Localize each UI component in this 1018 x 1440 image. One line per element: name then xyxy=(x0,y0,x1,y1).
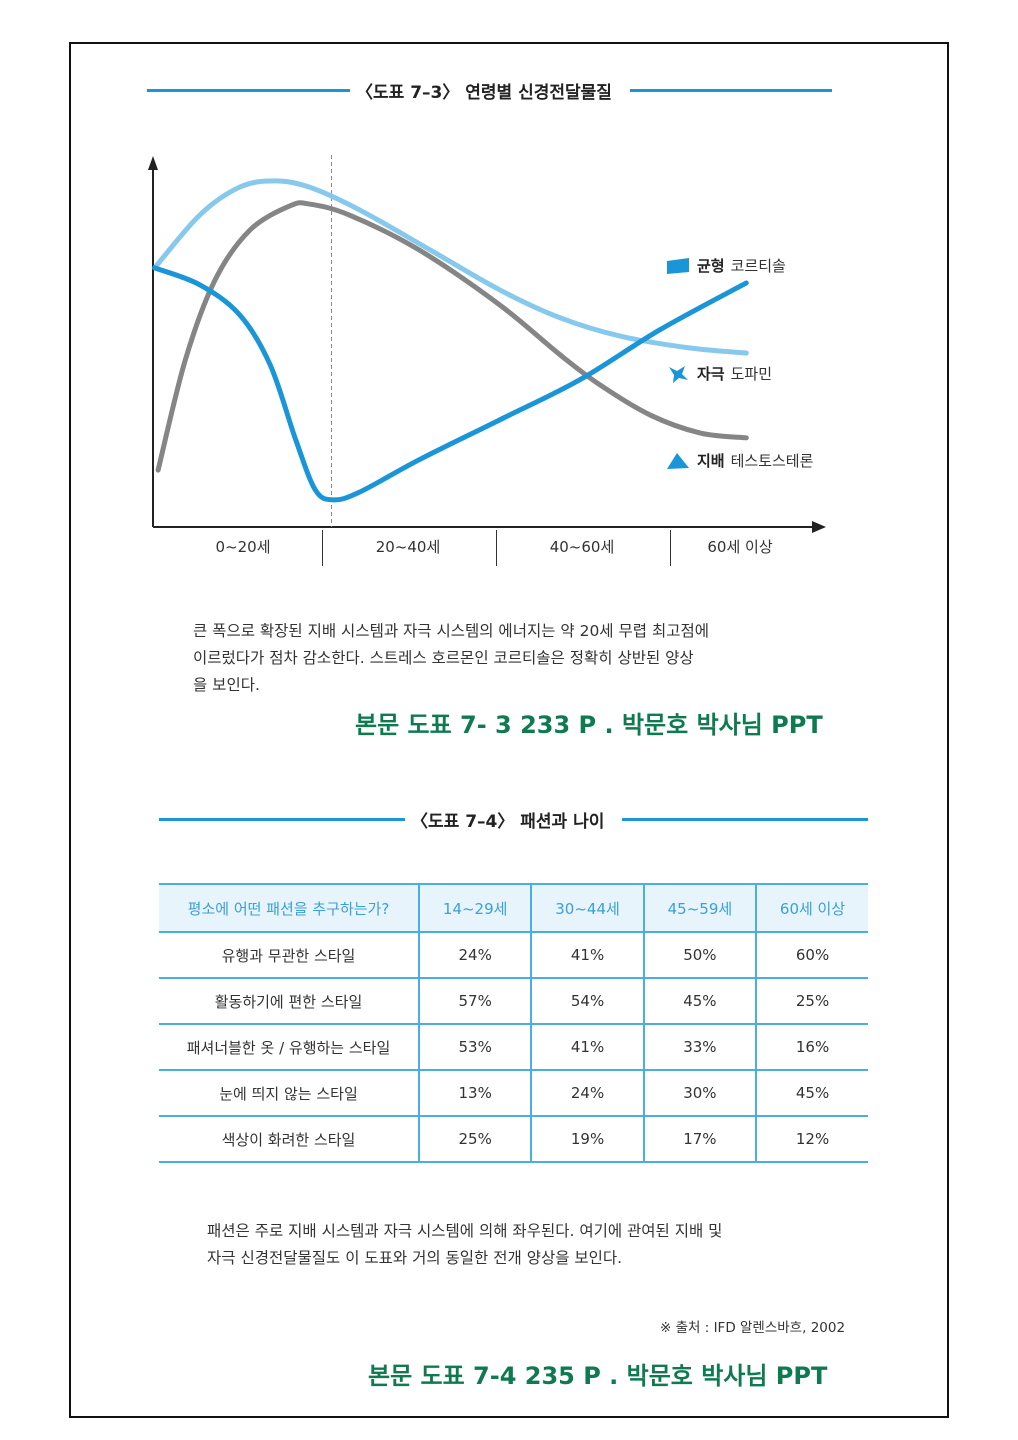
percent-cell: 45% xyxy=(755,1069,868,1117)
row-label: 눈에 띄지 않는 스타일 xyxy=(159,1069,419,1117)
figure-7-4-note: 본문 도표 7-4 235 P . 박문호 박사님 PPT xyxy=(368,1362,828,1390)
percent-cell: 41% xyxy=(530,931,644,979)
category-divider xyxy=(670,530,671,566)
table-row: 패셔너블한 옷 / 유행하는 스타일 53% 41% 33% 16% xyxy=(159,1023,868,1071)
square-icon xyxy=(667,257,689,274)
x-tick-label: 0~20세 xyxy=(215,538,271,556)
percent-cell: 24% xyxy=(530,1069,644,1117)
row-label: 패셔너블한 옷 / 유행하는 스타일 xyxy=(159,1023,419,1071)
table-row: 눈에 띄지 않는 스타일 13% 24% 30% 45% xyxy=(159,1069,868,1117)
percent-cell: 13% xyxy=(417,1069,532,1117)
percent-cell: 45% xyxy=(642,977,757,1025)
percent-cell: 16% xyxy=(755,1023,868,1071)
table-row: 유행과 무관한 스타일 24% 41% 50% 60% xyxy=(159,931,868,979)
figure-7-3-caption: 큰 폭으로 확장된 지배 시스템과 자극 시스템의 에너지는 약 20세 무렵 … xyxy=(193,622,709,694)
column-header: 30~44세 xyxy=(530,883,644,933)
x-tick-label: 20~40세 xyxy=(375,538,441,556)
fashion-age-table: 평소에 어떤 패션을 추구하는가? 14~29세 30~44세 45~59세 6… xyxy=(159,883,868,1163)
neurotransmitter-line-chart xyxy=(148,155,826,533)
cross-icon xyxy=(669,365,688,383)
x-tick-label: 60세 이상 xyxy=(707,538,773,556)
row-label: 활동하기에 편한 스타일 xyxy=(159,977,419,1025)
series-line-2 xyxy=(155,200,749,473)
title-rule-left xyxy=(159,818,405,821)
title-rule-right xyxy=(622,818,868,821)
column-header: 60세 이상 xyxy=(755,883,868,933)
percent-cell: 30% xyxy=(642,1069,757,1117)
percent-cell: 25% xyxy=(755,977,868,1025)
table-row: 색상이 화려한 스타일 25% 19% 17% 12% xyxy=(159,1115,868,1163)
title-rule-left xyxy=(147,89,350,92)
figure-7-4-title: 〈도표 7–4〉 패션과 나이 xyxy=(411,812,605,832)
row-label: 색상이 화려한 스타일 xyxy=(159,1115,419,1163)
legend-item-testosterone: 지배 테스토스테론 xyxy=(665,450,813,471)
figure-7-3-title: 〈도표 7–3〉 연령별 신경전달물질 xyxy=(356,83,612,103)
column-header: 14~29세 xyxy=(417,883,532,933)
triangle-icon xyxy=(667,452,689,469)
row-label: 유행과 무관한 스타일 xyxy=(159,931,419,979)
category-divider xyxy=(322,530,323,566)
page-border xyxy=(69,42,949,1418)
percent-cell: 53% xyxy=(417,1023,532,1071)
percent-cell: 60% xyxy=(755,931,868,979)
x-axis-arrow-icon xyxy=(812,521,826,533)
percent-cell: 12% xyxy=(755,1115,868,1163)
source-citation: ※ 출처 : IFD 알렌스바흐, 2002 xyxy=(660,1320,846,1336)
figure-7-3-note: 본문 도표 7- 3 233 P . 박문호 박사님 PPT xyxy=(355,711,823,739)
percent-cell: 54% xyxy=(530,977,644,1025)
percent-cell: 50% xyxy=(642,931,757,979)
table-row: 활동하기에 편한 스타일 57% 54% 45% 25% xyxy=(159,977,868,1025)
series-line-1 xyxy=(152,178,749,356)
percent-cell: 24% xyxy=(417,931,532,979)
percent-cell: 19% xyxy=(530,1115,644,1163)
series-line-0 xyxy=(152,265,749,503)
figure-7-4-caption: 패션은 주로 지배 시스템과 자극 시스템에 의해 좌우된다. 여기에 관여된 … xyxy=(207,1222,723,1267)
legend-item-cortisol: 균형 코르티솔 xyxy=(665,255,786,276)
percent-cell: 33% xyxy=(642,1023,757,1071)
x-tick-label: 40~60세 xyxy=(549,538,615,556)
percent-cell: 25% xyxy=(417,1115,532,1163)
title-rule-right xyxy=(630,89,832,92)
y-axis-arrow-icon xyxy=(148,156,158,170)
percent-cell: 57% xyxy=(417,977,532,1025)
legend-item-dopamine: 자극 도파민 xyxy=(665,363,772,384)
column-header: 평소에 어떤 패션을 추구하는가? xyxy=(159,883,419,933)
category-divider xyxy=(496,530,497,566)
column-header: 45~59세 xyxy=(642,883,757,933)
percent-cell: 41% xyxy=(530,1023,644,1071)
percent-cell: 17% xyxy=(642,1115,757,1163)
